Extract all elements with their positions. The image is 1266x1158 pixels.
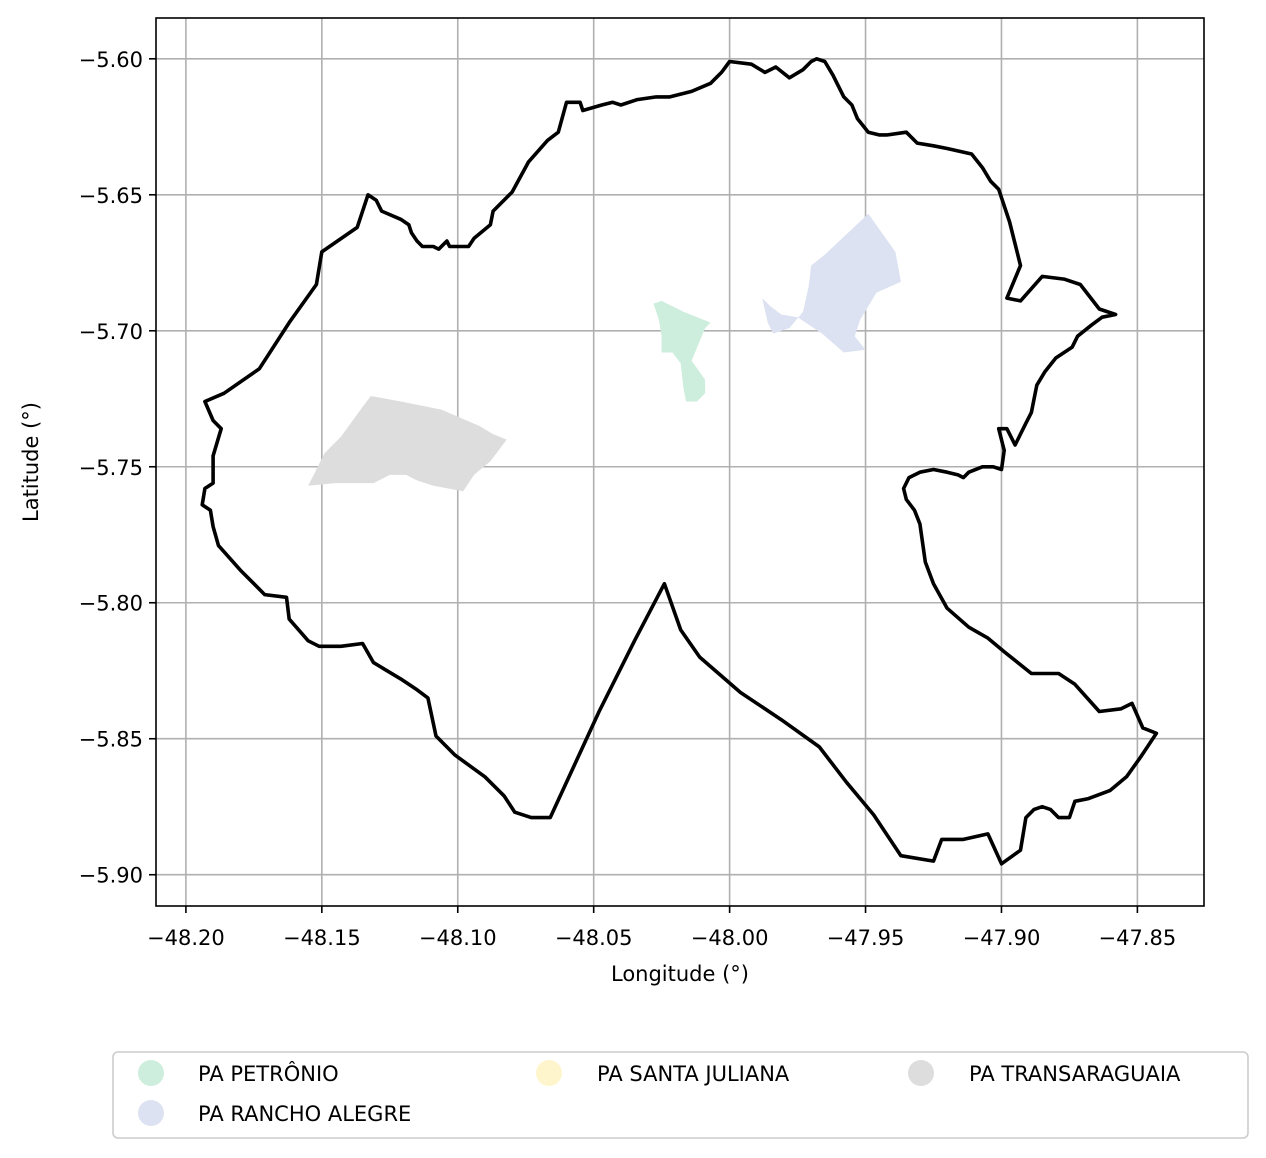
plot-area [155, 17, 1205, 907]
y-tick-label: −5.90 [79, 864, 143, 888]
municipality-boundary [200, 57, 1159, 866]
legend-marker [138, 1060, 164, 1086]
x-tick-label: −48.15 [283, 926, 361, 950]
x-axis-label: Longitude (°) [611, 962, 749, 986]
y-tick-label: −5.85 [79, 728, 143, 752]
y-tick-label: −5.60 [79, 48, 143, 72]
x-tick-label: −47.90 [963, 926, 1041, 950]
x-tick-label: −48.20 [147, 926, 225, 950]
legend-label: PA PETRÔNIO [198, 1061, 339, 1086]
y-tick-label: −5.80 [79, 592, 143, 616]
y-tick-label: −5.70 [79, 320, 143, 344]
legend-marker [908, 1060, 934, 1086]
x-tick-label: −48.00 [691, 926, 769, 950]
legend: PA PETRÔNIO PA RANCHO ALEGRE PA SANTA JULI… [112, 1051, 1249, 1139]
settlement-regions [308, 213, 901, 492]
x-tick-label: −48.05 [555, 926, 633, 950]
region-3 [308, 396, 507, 492]
x-axis-ticks: −48.20 −48.15 −48.10 −48.05 −48.00 −47.95 −47.… [147, 906, 1176, 950]
y-tick-label: −5.65 [79, 184, 143, 208]
region-0 [653, 300, 711, 402]
y-axis-ticks: −5.60 −5.65 −5.70 −5.75 −5.80 −5.85 −5.90 [79, 48, 156, 888]
legend-marker [138, 1100, 164, 1126]
legend-frame [112, 1051, 1249, 1139]
grid-lines [156, 18, 1204, 906]
axes-frame [155, 17, 1205, 907]
legend-items: PA PETRÔNIO PA RANCHO ALEGRE PA SANTA JULI… [138, 1060, 1181, 1126]
x-tick-label: −47.95 [827, 926, 905, 950]
x-tick-label: −47.85 [1099, 926, 1177, 950]
legend-label: PA RANCHO ALEGRE [198, 1102, 411, 1126]
region-1 [762, 213, 901, 353]
legend-label: PA TRANSARAGUAIA [969, 1062, 1181, 1086]
legend-marker [536, 1060, 562, 1086]
y-tick-label: −5.75 [79, 456, 143, 480]
legend-label: PA SANTA JULIANA [597, 1062, 790, 1086]
y-axis-label: Latitude (°) [19, 402, 43, 522]
x-tick-label: −48.10 [419, 926, 497, 950]
